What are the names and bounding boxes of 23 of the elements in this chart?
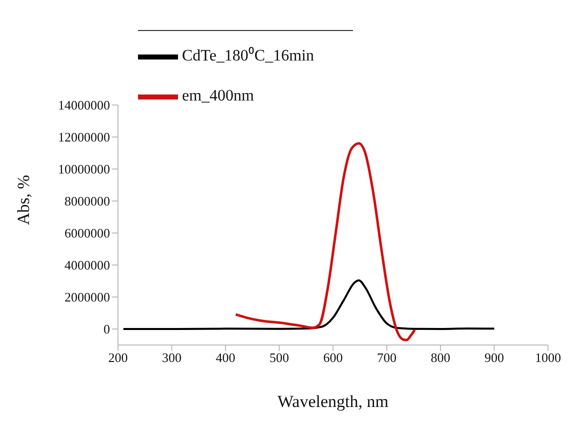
x-tick-label: 200 (108, 350, 128, 366)
x-axis-title: Wavelength, nm (278, 392, 388, 412)
x-tick-label: 900 (484, 350, 504, 366)
x-tick-label: 500 (270, 350, 289, 366)
x-tick-label: 300 (162, 350, 182, 366)
legend-label: em_400nm (182, 88, 254, 105)
y-tick-label: 6000000 (64, 226, 110, 241)
y-tick-label: 14000000 (58, 98, 110, 113)
x-tick-label: 800 (430, 350, 450, 366)
y-tick-label: 12000000 (58, 130, 110, 145)
y-tick-label: 0 (104, 322, 110, 337)
line-series (122, 279, 496, 330)
y-axis-title: Abs, % (14, 174, 34, 225)
x-tick-label: 1000 (535, 350, 561, 366)
x-tick-label: 600 (323, 350, 343, 366)
x-tick-label: 400 (216, 350, 236, 366)
y-tick-label: 2000000 (64, 290, 110, 305)
line-series (234, 142, 416, 342)
y-tick-label: 4000000 (64, 258, 110, 273)
legend-label: CdTe_180⁰C_16min (182, 48, 314, 65)
y-tick-label: 8000000 (64, 194, 110, 209)
x-tick-label: 700 (377, 350, 396, 366)
y-tick-label: 10000000 (58, 162, 110, 177)
